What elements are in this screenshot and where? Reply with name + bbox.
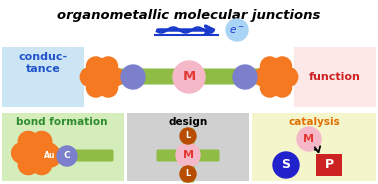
Text: design: design <box>168 117 208 127</box>
Circle shape <box>99 78 118 97</box>
FancyBboxPatch shape <box>71 149 113 162</box>
Text: $e^-$: $e^-$ <box>229 24 245 36</box>
Circle shape <box>121 65 145 89</box>
Circle shape <box>226 19 248 41</box>
FancyBboxPatch shape <box>183 128 195 183</box>
Text: M: M <box>182 70 196 84</box>
Circle shape <box>180 128 196 144</box>
Circle shape <box>173 61 205 93</box>
Text: Au: Au <box>44 151 56 160</box>
Circle shape <box>87 57 105 76</box>
FancyBboxPatch shape <box>294 47 376 107</box>
Text: conduc-
tance: conduc- tance <box>19 52 68 74</box>
Text: M: M <box>183 150 194 160</box>
Circle shape <box>18 131 39 152</box>
Text: organometallic molecular junctions: organometallic molecular junctions <box>57 9 321 22</box>
Text: C: C <box>64 151 70 160</box>
Circle shape <box>260 78 279 97</box>
Circle shape <box>297 127 321 151</box>
FancyBboxPatch shape <box>316 154 342 176</box>
Circle shape <box>260 57 279 76</box>
Circle shape <box>91 66 113 88</box>
Circle shape <box>32 131 52 152</box>
Text: L: L <box>185 169 191 178</box>
Circle shape <box>176 143 200 167</box>
Text: S: S <box>282 158 291 171</box>
Text: P: P <box>324 158 333 171</box>
Circle shape <box>233 65 257 89</box>
Circle shape <box>99 57 118 76</box>
Text: bond formation: bond formation <box>16 117 108 127</box>
Circle shape <box>80 68 99 86</box>
FancyBboxPatch shape <box>82 68 296 84</box>
Circle shape <box>273 57 291 76</box>
FancyBboxPatch shape <box>156 149 220 162</box>
Circle shape <box>23 141 47 165</box>
Text: function: function <box>309 72 361 82</box>
Circle shape <box>39 145 61 167</box>
Circle shape <box>32 154 52 175</box>
FancyBboxPatch shape <box>2 113 124 181</box>
Circle shape <box>12 143 32 163</box>
Circle shape <box>180 166 196 182</box>
Circle shape <box>105 68 124 86</box>
Text: catalysis: catalysis <box>288 117 340 127</box>
Circle shape <box>18 154 39 175</box>
Circle shape <box>57 146 77 166</box>
Text: M: M <box>304 134 314 144</box>
FancyBboxPatch shape <box>127 113 249 181</box>
Circle shape <box>265 66 287 88</box>
Circle shape <box>273 78 291 97</box>
Circle shape <box>254 68 273 86</box>
Circle shape <box>87 78 105 97</box>
FancyBboxPatch shape <box>2 47 84 107</box>
FancyBboxPatch shape <box>252 113 376 181</box>
Circle shape <box>38 143 58 163</box>
Circle shape <box>273 152 299 178</box>
Circle shape <box>279 68 298 86</box>
Text: L: L <box>185 132 191 141</box>
